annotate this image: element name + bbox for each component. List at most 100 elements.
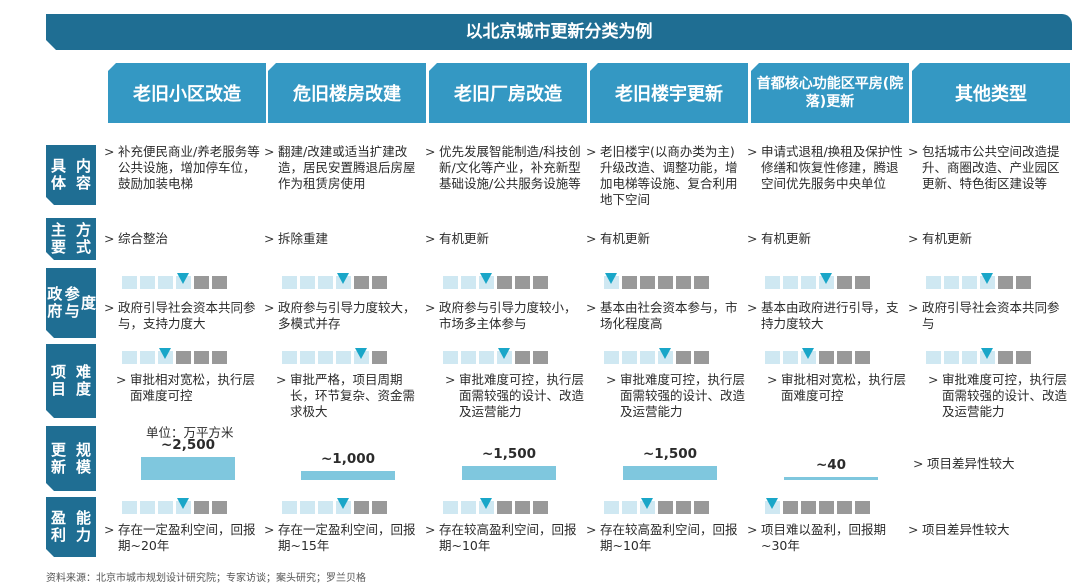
- level-scale: [765, 348, 870, 364]
- scale-square: [926, 276, 941, 289]
- bullet-arrow: >: [747, 300, 758, 315]
- scale-square: [658, 276, 673, 289]
- scale-square: [194, 351, 209, 364]
- scale-square: [282, 276, 297, 289]
- column-header: 首都核心功能区平房(院落)更新: [751, 63, 909, 123]
- scale-square: [122, 501, 137, 514]
- bullet-arrow: >: [928, 372, 939, 387]
- bullet-arrow: >: [586, 144, 597, 159]
- bullet-arrow: >: [425, 144, 436, 159]
- scale-square: [461, 276, 476, 289]
- gov-cell: > 政府引导社会资本共同参与，支持力度大: [104, 300, 256, 331]
- level-marker-icon: [802, 348, 814, 359]
- scale-square: [282, 501, 297, 514]
- level-scale: [282, 273, 387, 289]
- level-scale: [443, 348, 548, 364]
- scale-square: [533, 276, 548, 289]
- content-cell: > 包括城市公共空间改造提升、商圈改造、产业园区更新、特色街区建设等: [908, 144, 1060, 191]
- scale-square: [658, 501, 673, 514]
- level-marker-icon: [820, 273, 832, 284]
- scale-square: [658, 348, 673, 364]
- bullet-arrow: >: [425, 300, 436, 315]
- profit-cell: > 存在较高盈利空间，回报期~10年: [425, 522, 577, 553]
- scale-bar: [623, 466, 717, 480]
- bullet-arrow: >: [586, 300, 597, 315]
- scale-square: [855, 351, 870, 364]
- bullet-arrow: >: [586, 522, 597, 537]
- gov-cell: > 政府引导社会资本共同参与: [908, 300, 1060, 331]
- scale-square: [158, 501, 173, 514]
- scale-square: [176, 273, 191, 289]
- scale-square: [676, 276, 691, 289]
- level-scale: [604, 498, 709, 514]
- bullet-arrow: >: [276, 372, 287, 387]
- scale-square: [855, 276, 870, 289]
- difficulty-cell: > 审批严格，项目周期长，环节复杂、资金需求极大: [276, 372, 416, 419]
- bullet-arrow: >: [264, 522, 275, 537]
- bullet-arrow: >: [445, 372, 456, 387]
- bullet-arrow: >: [606, 372, 617, 387]
- scale-square: [765, 351, 780, 364]
- scale-square: [998, 276, 1013, 289]
- level-marker-icon: [981, 348, 993, 359]
- scale-square: [962, 351, 977, 364]
- method-cell: > 有机更新: [908, 231, 973, 246]
- scale-square: [443, 501, 458, 514]
- scale-square: [640, 351, 655, 364]
- scale-square: [461, 351, 476, 364]
- level-scale: [926, 273, 1031, 289]
- scale-square: [837, 351, 852, 364]
- gov-cell: > 基本由社会资本参与，市场化程度高: [586, 300, 738, 331]
- scale-square: [819, 273, 834, 289]
- scale-unit: 单位：万平方米: [146, 425, 234, 440]
- scale-square: [819, 501, 834, 514]
- scale-square: [694, 351, 709, 364]
- scale-square: [497, 276, 512, 289]
- scale-square: [372, 276, 387, 289]
- level-marker-icon: [177, 498, 189, 509]
- level-scale: [282, 348, 387, 364]
- scale-square: [801, 348, 816, 364]
- scale-square: [765, 498, 780, 514]
- scale-square: [140, 276, 155, 289]
- scale-bar: [784, 477, 878, 480]
- level-marker-icon: [641, 498, 653, 509]
- bullet-arrow: >: [104, 144, 115, 159]
- level-scale: [443, 273, 548, 289]
- scale-square: [176, 498, 191, 514]
- profit-cell: > 存在较高盈利空间，回报期~10年: [586, 522, 738, 553]
- level-marker-icon: [605, 273, 617, 284]
- bullet-arrow: >: [908, 522, 919, 537]
- content-cell: > 申请式退租/换租及保护性修缮和恢复性修建，腾退空间优先服务中央单位: [747, 144, 903, 191]
- gov-cell: > 政府参与引导力度较大，多模式并存: [264, 300, 416, 331]
- difficulty-cell: > 审批难度可控，执行层面需较强的设计、改造及运营能力: [928, 372, 1068, 419]
- scale-square: [318, 351, 333, 364]
- scale-square: [980, 348, 995, 364]
- level-scale: [604, 348, 709, 364]
- scale-square: [1016, 276, 1031, 289]
- scale-square: [479, 498, 494, 514]
- scale-square: [354, 501, 369, 514]
- scale-square: [622, 351, 637, 364]
- scale-square: [122, 276, 137, 289]
- bar-value-label: ~1,000: [320, 450, 375, 467]
- bullet-arrow: >: [586, 231, 597, 246]
- method-cell: > 拆除重建: [264, 231, 329, 246]
- difficulty-cell: > 审批难度可控，执行层面需较强的设计、改造及运营能力: [445, 372, 585, 419]
- level-scale: [604, 273, 709, 289]
- column-header: 老旧楼宇更新: [590, 63, 748, 123]
- scale-square: [640, 276, 655, 289]
- scale-square: [801, 276, 816, 289]
- scale-square: [318, 501, 333, 514]
- bullet-arrow: >: [747, 144, 758, 159]
- scale-square: [980, 273, 995, 289]
- scale-bar: [141, 457, 235, 480]
- bar-value-label: ~40: [815, 457, 847, 473]
- scale-square: [926, 351, 941, 364]
- scale-square: [372, 501, 387, 514]
- bullet-arrow: >: [425, 522, 436, 537]
- level-scale: [443, 498, 548, 514]
- scale-square: [515, 351, 530, 364]
- level-marker-icon: [659, 348, 671, 359]
- level-scale: [765, 498, 870, 514]
